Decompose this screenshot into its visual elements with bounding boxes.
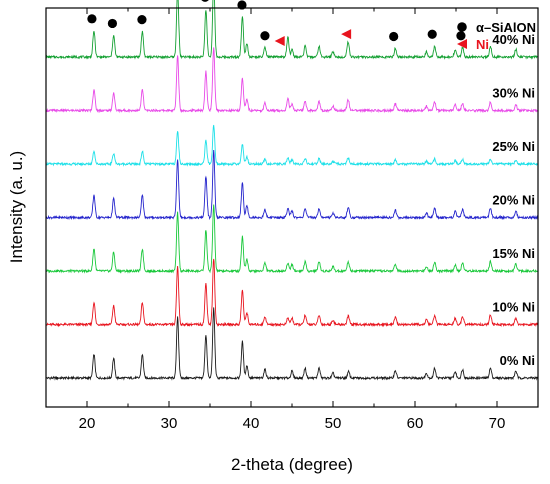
series-line-15-nipattern — [45, 204, 539, 274]
series-line-20-nipattern — [45, 149, 539, 221]
sialon-marker — [87, 14, 97, 24]
series-label: 10% Ni — [492, 300, 535, 315]
label-layer: 0% Ni 10% Ni 15% Ni 20% Ni 25% Ni 30% Ni 40% N… — [492, 32, 535, 368]
series-label: 30% Ni — [492, 86, 535, 101]
series-line-0-nipattern — [45, 307, 538, 381]
ni-marker — [274, 36, 285, 46]
series-label: 0% Ni — [500, 353, 535, 368]
legend-label: α–SiAlON — [476, 20, 536, 35]
marker-layer — [87, 0, 466, 46]
plot-frame — [45, 7, 539, 408]
sialon-marker — [389, 31, 399, 42]
tick-layer: 20 30 40 50 60 70 — [45, 8, 539, 432]
series-label: 20% Ni — [492, 193, 535, 208]
sialon-marker — [427, 29, 437, 39]
series-line-30-nipattern — [45, 47, 539, 114]
series-label: 15% Ni — [492, 246, 535, 261]
series-line-40-nipattern — [45, 0, 539, 60]
sialon-marker — [137, 14, 147, 25]
x-tick-label: 30 — [161, 415, 178, 432]
series-label: 40% Ni — [492, 32, 535, 47]
legend: α–SiAlON Ni — [457, 20, 536, 52]
legend-ni-marker — [457, 39, 467, 49]
legend-label: Ni — [476, 37, 489, 52]
sialon-marker — [237, 0, 247, 10]
x-tick-label: 40 — [243, 415, 260, 432]
series-line-10-nipattern — [45, 258, 539, 328]
x-tick-label: 70 — [489, 415, 506, 432]
series-line-25-nipattern — [45, 124, 539, 167]
x-axis-label: 2-theta (degree) — [231, 455, 353, 474]
sialon-marker — [107, 18, 118, 29]
x-tick-label: 50 — [325, 415, 342, 432]
sialon-marker — [201, 0, 209, 2]
series-layer — [45, 0, 539, 381]
y-axis-label: Intensity (a. u.) — [7, 151, 26, 263]
ni-marker — [341, 29, 352, 40]
sialon-marker — [456, 31, 466, 41]
x-tick-label: 20 — [79, 415, 96, 432]
x-tick-label: 60 — [407, 415, 424, 432]
legend-sialon-marker — [457, 22, 467, 32]
series-label: 25% Ni — [492, 139, 535, 154]
sialon-marker — [260, 31, 270, 41]
